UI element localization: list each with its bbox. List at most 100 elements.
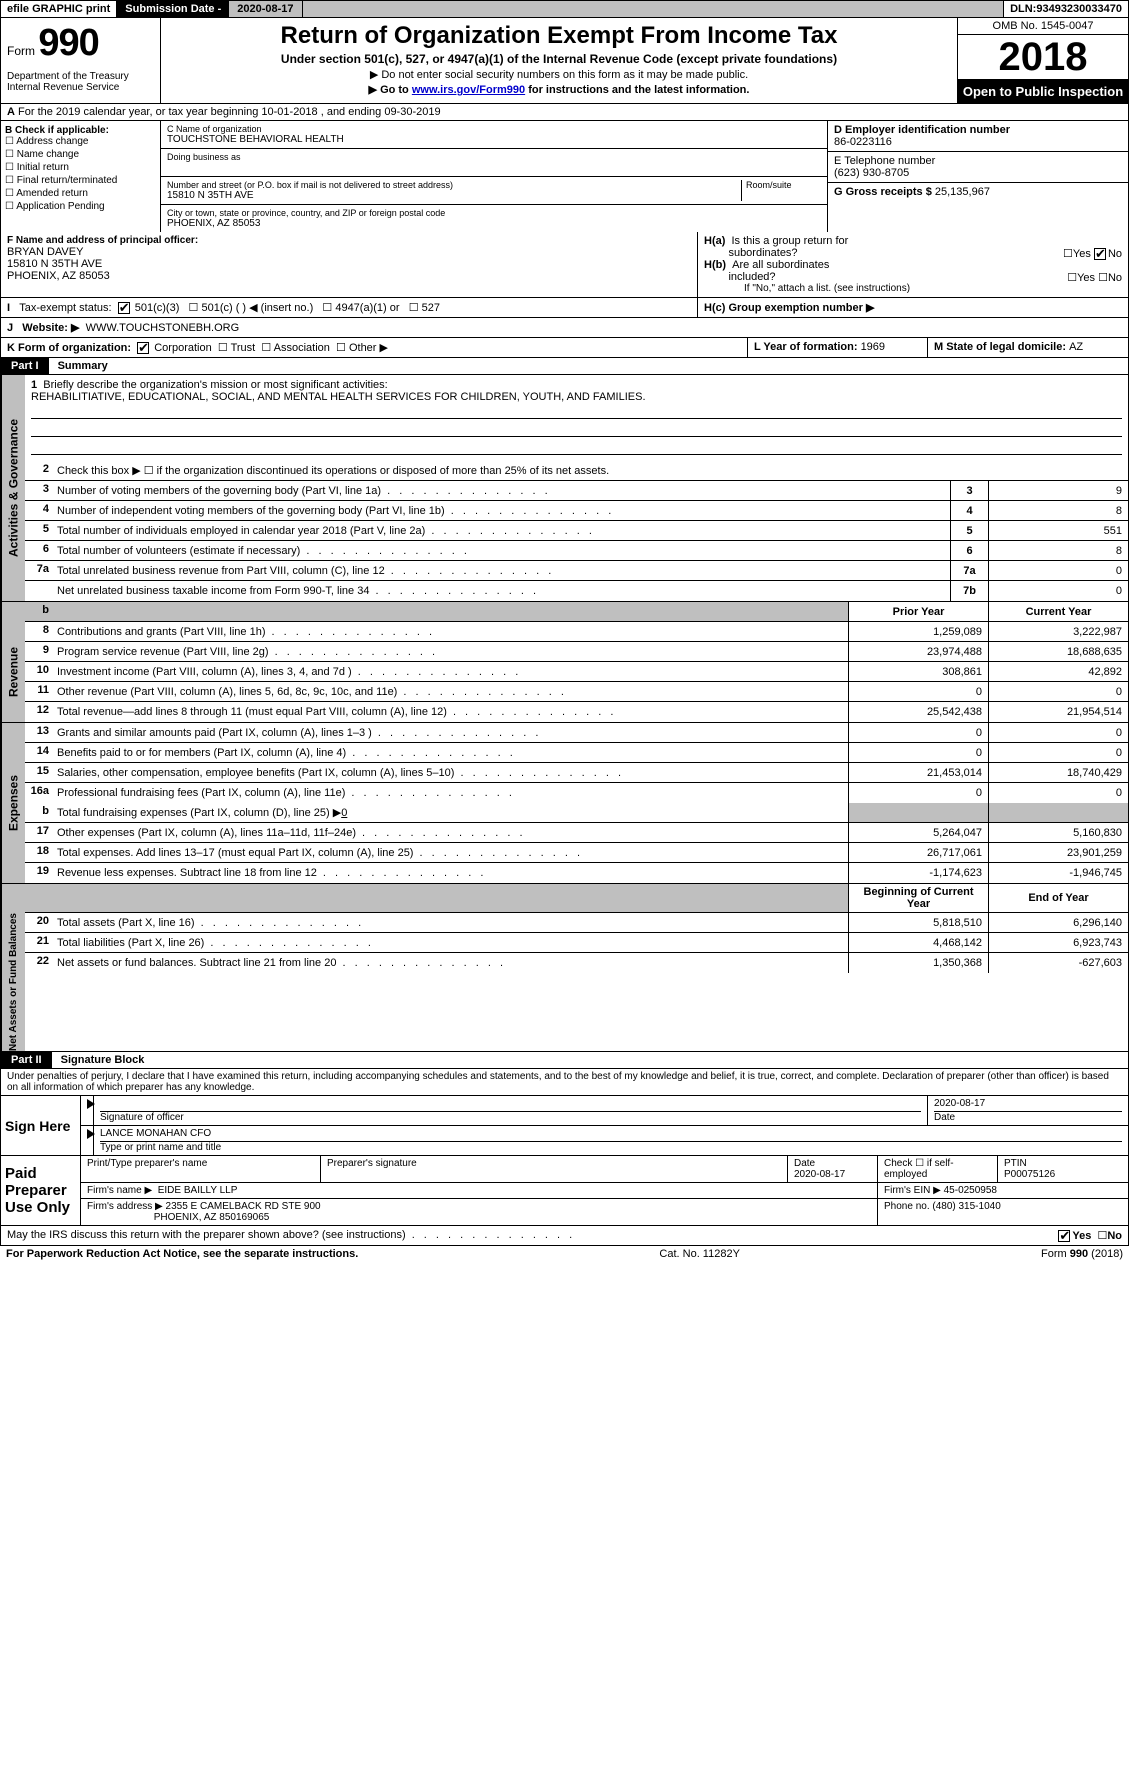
data-line: 9Program service revenue (Part VIII, lin…: [25, 642, 1128, 662]
data-line: 14Benefits paid to or for members (Part …: [25, 743, 1128, 763]
line-1: 1 Briefly describe the organization's mi…: [25, 375, 1128, 461]
city-state-zip: PHOENIX, AZ 85053: [167, 218, 821, 229]
state-domicile: AZ: [1069, 341, 1083, 353]
spacer-vert2: [1, 884, 25, 913]
officer-name: BRYAN DAVEY: [7, 246, 691, 258]
period-row: A For the 2019 calendar year, or tax yea…: [0, 104, 1129, 121]
officer-addr1: 15810 N 35TH AVE: [7, 258, 691, 270]
submission-label: Submission Date -: [117, 1, 229, 17]
form-cell: Form 990 Department of the Treasury Inte…: [1, 18, 161, 103]
net-section: Net Assets or Fund Balances 20Total asse…: [0, 913, 1129, 1052]
sign-here-label: Sign Here: [1, 1096, 81, 1155]
gov-line: 6Total number of volunteers (estimate if…: [25, 541, 1128, 561]
part1-title: Summary: [52, 358, 114, 374]
data-line: 19Revenue less expenses. Subtract line 1…: [25, 863, 1128, 883]
open-public: Open to Public Inspection: [958, 80, 1128, 103]
efile-label[interactable]: efile GRAPHIC print: [1, 1, 117, 17]
form-number: 990: [38, 22, 98, 64]
ha-row: H(a) Is this a group return for subordin…: [704, 235, 1122, 259]
gov-line: 3Number of voting members of the governi…: [25, 481, 1128, 501]
firm-addr1: 2355 E CAMELBACK RD STE 900: [166, 1201, 321, 1212]
rev-section: Revenue 8Contributions and grants (Part …: [0, 622, 1129, 723]
nethdr-section: Beginning of Current Year End of Year: [0, 884, 1129, 913]
colhdr-section: b Prior Year Current Year: [0, 602, 1129, 622]
ein: 86-0223116: [834, 136, 892, 148]
hb-row: H(b) Are all subordinates included? ☐Yes…: [704, 259, 1122, 283]
year-formation: 1969: [861, 341, 885, 353]
gov-line: 7aTotal unrelated business revenue from …: [25, 561, 1128, 581]
box-b: B Check if applicable: ☐ Address change …: [1, 121, 161, 232]
data-line: 12Total revenue—add lines 8 through 11 (…: [25, 702, 1128, 722]
exp-section: Expenses 13Grants and similar amounts pa…: [0, 723, 1129, 884]
net-label: Net Assets or Fund Balances: [1, 913, 25, 1051]
gov-line: 5Total number of individuals employed in…: [25, 521, 1128, 541]
ha-no-checked: [1094, 248, 1106, 260]
irs-link[interactable]: www.irs.gov/Form990: [412, 84, 525, 96]
perjury-text: Under penalties of perjury, I declare th…: [0, 1069, 1129, 1096]
topbar-spacer: [303, 1, 1005, 17]
mission-text: REHABILITIATIVE, EDUCATIONAL, SOCIAL, AN…: [31, 391, 646, 403]
data-line: 13Grants and similar amounts paid (Part …: [25, 723, 1128, 743]
box-deg: D Employer identification number86-02231…: [828, 121, 1128, 232]
rev-label: Revenue: [1, 622, 25, 722]
dln: DLN: 93493230033470: [1004, 1, 1128, 17]
chk-amended[interactable]: ☐ Amended return: [5, 188, 156, 199]
chk-501c3: [118, 302, 130, 314]
chk-pending[interactable]: ☐ Application Pending: [5, 201, 156, 212]
data-line: 8Contributions and grants (Part VIII, li…: [25, 622, 1128, 642]
website: WWW.TOUCHSTONEBH.ORG: [86, 322, 240, 334]
part2-label: Part II: [1, 1052, 52, 1068]
form-prefix: Form: [7, 44, 35, 58]
chk-name[interactable]: ☐ Name change: [5, 149, 156, 160]
paid-label: Paid Preparer Use Only: [1, 1156, 81, 1225]
line-16b: b Total fundraising expenses (Part IX, c…: [25, 803, 1128, 823]
part1-header: Part I Summary: [0, 358, 1129, 375]
firm-name: EIDE BAILLY LLP: [158, 1185, 238, 1196]
prior-year-hdr: Prior Year: [848, 602, 988, 621]
i-row: I Tax-exempt status: 501(c)(3) ☐ 501(c) …: [0, 298, 1129, 318]
chk-final[interactable]: ☐ Final return/terminated: [5, 175, 156, 186]
phone: (623) 930-8705: [834, 167, 909, 179]
gov-line: Net unrelated business taxable income fr…: [25, 581, 1128, 601]
street-address: 15810 N 35TH AVE: [167, 190, 741, 201]
data-line: 17Other expenses (Part IX, column (A), l…: [25, 823, 1128, 843]
sign-section: Sign Here Signature of officer 2020-08-1…: [0, 1096, 1129, 1156]
data-line: 11Other revenue (Part VIII, column (A), …: [25, 682, 1128, 702]
footer-mid: Cat. No. 11282Y: [659, 1248, 740, 1260]
footer-left: For Paperwork Reduction Act Notice, see …: [6, 1248, 358, 1260]
sign-date: 2020-08-17: [934, 1098, 1122, 1112]
chk-address[interactable]: ☐ Address change: [5, 136, 156, 147]
data-line: 21Total liabilities (Part X, line 26)4,4…: [25, 933, 1128, 953]
prep-date: 2020-08-17: [794, 1169, 845, 1180]
data-line: 10Investment income (Part VIII, column (…: [25, 662, 1128, 682]
j-row: J Website: ▶ WWW.TOUCHSTONEBH.ORG: [0, 318, 1129, 338]
subtitle-1: Under section 501(c), 527, or 4947(a)(1)…: [171, 52, 947, 66]
chk-corp: [137, 342, 149, 354]
data-line: 22Net assets or fund balances. Subtract …: [25, 953, 1128, 973]
begin-year-hdr: Beginning of Current Year: [848, 884, 988, 912]
footer-right: Form 990 (2018): [1041, 1248, 1123, 1260]
title-cell: Return of Organization Exempt From Incom…: [161, 18, 958, 103]
exp-label: Expenses: [1, 723, 25, 883]
subtitle-2: ▶ Do not enter social security numbers o…: [171, 68, 947, 81]
year-cell: OMB No. 1545-0047 2018 Open to Public In…: [958, 18, 1128, 103]
self-employed-check[interactable]: Check ☐ if self-employed: [878, 1156, 998, 1182]
form-title: Return of Organization Exempt From Incom…: [171, 22, 947, 50]
fundraising-total: 0: [341, 807, 347, 819]
data-line: 16aProfessional fundraising fees (Part I…: [25, 783, 1128, 803]
spacer-vert: [1, 602, 25, 622]
end-year-hdr: End of Year: [988, 884, 1128, 912]
data-line: 15Salaries, other compensation, employee…: [25, 763, 1128, 783]
chk-initial[interactable]: ☐ Initial return: [5, 162, 156, 173]
box-c: C Name of organizationTOUCHSTONE BEHAVIO…: [161, 121, 828, 232]
form-header: Form 990 Department of the Treasury Inte…: [0, 18, 1129, 104]
ptin: P00075126: [1004, 1169, 1055, 1180]
part1-label: Part I: [1, 358, 49, 374]
fh-row: F Name and address of principal officer:…: [0, 232, 1129, 298]
firm-phone: (480) 315-1040: [932, 1201, 1000, 1212]
paid-section: Paid Preparer Use Only Print/Type prepar…: [0, 1156, 1129, 1226]
line-2: 2Check this box ▶ ☐ if the organization …: [25, 461, 1128, 481]
gov-label: Activities & Governance: [1, 375, 25, 601]
officer-addr2: PHOENIX, AZ 85053: [7, 270, 691, 282]
part2-title: Signature Block: [55, 1052, 151, 1068]
